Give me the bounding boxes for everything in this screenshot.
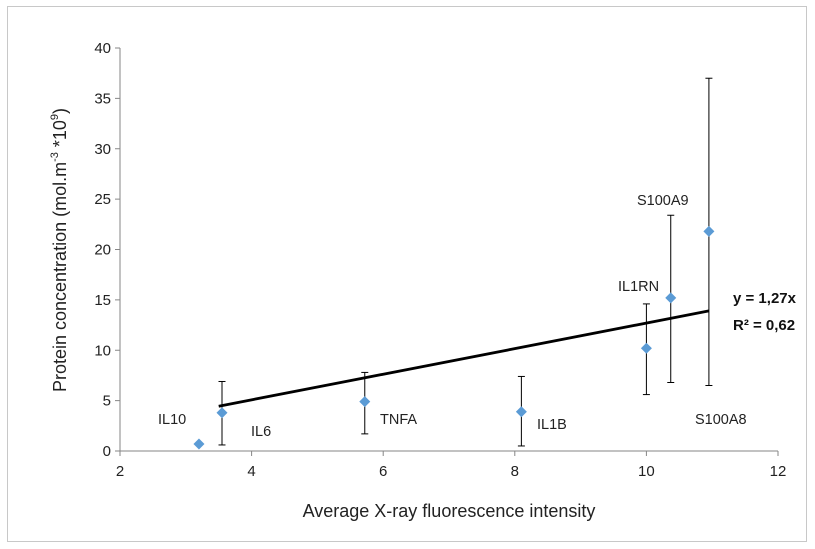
point-label: S100A8	[695, 412, 747, 428]
y-axis-label: Protein concentration (mol.m-3 *109)	[49, 108, 70, 392]
point-labels: IL10 IL6 TNFA IL1B IL1RN S100A9 S100A8	[158, 193, 747, 440]
x-tick-label: 10	[638, 463, 655, 480]
data-point-marker	[665, 292, 677, 304]
point-label: IL6	[251, 424, 271, 440]
y-tick-label: 10	[94, 342, 111, 359]
data-point-marker	[193, 438, 205, 450]
point-label: S100A9	[637, 193, 689, 209]
x-tick-label: 12	[770, 463, 787, 480]
point-label: IL10	[158, 412, 186, 428]
x-tick-label: 2	[116, 463, 124, 480]
trendline-equation: y = 1,27x	[733, 290, 797, 307]
y-tick-label: 40	[94, 40, 111, 57]
point-label: IL1RN	[618, 279, 659, 295]
data-point-marker	[359, 396, 371, 408]
x-tick-label: 4	[247, 463, 255, 480]
x-axis-label: Average X-ray fluorescence intensity	[303, 501, 596, 521]
point-label: IL1B	[537, 417, 567, 433]
y-tick-label: 15	[94, 292, 111, 309]
y-tick-label: 30	[94, 141, 111, 158]
data-points	[193, 225, 715, 450]
point-label: TNFA	[380, 412, 417, 428]
y-tick-label: 5	[103, 393, 111, 410]
data-point-marker	[703, 225, 715, 237]
y-tick-label: 35	[94, 90, 111, 107]
data-point-marker	[640, 342, 652, 354]
trendline-group	[218, 309, 710, 408]
y-tick-label: 0	[103, 443, 111, 460]
y-tick-label: 25	[94, 191, 111, 208]
data-point-marker	[515, 406, 527, 418]
trendline-r2: R² = 0,62	[733, 317, 795, 334]
x-tick-label: 6	[379, 463, 387, 480]
trendline	[218, 309, 710, 408]
chart-frame	[7, 6, 807, 542]
axes: 0 5 10 15 20 25 30 35 40 2 4 6 8 10 12	[94, 40, 786, 480]
y-tick-label: 20	[94, 242, 111, 259]
data-point-marker	[216, 407, 228, 419]
x-tick-label: 8	[511, 463, 519, 480]
